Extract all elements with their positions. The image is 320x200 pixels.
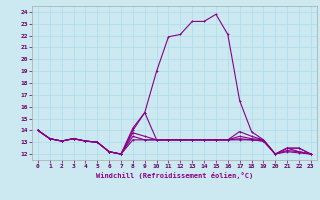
X-axis label: Windchill (Refroidissement éolien,°C): Windchill (Refroidissement éolien,°C) xyxy=(96,172,253,179)
